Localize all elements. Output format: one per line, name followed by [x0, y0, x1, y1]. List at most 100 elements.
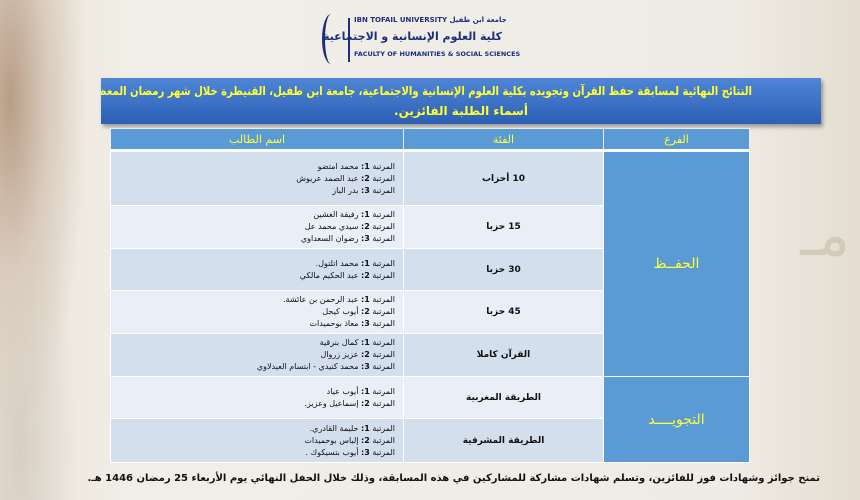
rank-label: المرتبة	[372, 423, 395, 433]
rank-number: 2:	[361, 307, 370, 316]
rank-number: 1:	[361, 338, 370, 347]
footer-note: تمنح جوائز وشهادات فوز للفائزين، وتسلم ش…	[60, 472, 820, 486]
winner-entry: المرتبة 1: رفيقة الغشين	[119, 209, 395, 221]
branch-cell: الحفــظ	[603, 150, 750, 377]
winner-entry: المرتبة 3: أيوب بتسيكوك .	[119, 447, 395, 459]
winner-entry: المرتبة 2: إلياس بوحميدات	[119, 435, 395, 447]
rank-number: 3:	[361, 447, 370, 457]
header-category: الفئة	[403, 128, 604, 152]
winner-name: عبد الصمد عريوش	[296, 173, 359, 183]
winner-name: أيوب عياد	[326, 386, 359, 396]
rank-label: المرتبة	[372, 447, 395, 457]
rank-label: المرتبة	[372, 319, 395, 328]
names-cell: المرتبة 1: رفيقة الغشين المرتبة 2: سيدي م…	[110, 205, 404, 249]
university-logo: IBN TOFAIL UNIVERSITY جامعة ابن طفيل كلي…	[322, 12, 522, 68]
winner-name: رضوان السعداوي	[300, 234, 359, 243]
rank-label: المرتبة	[372, 185, 395, 195]
winner-entry: المرتبة 3: رضوان السعداوي	[119, 233, 395, 245]
rank-number: 2:	[361, 270, 370, 280]
winner-name: سيدي محمد عل	[304, 222, 359, 231]
logo-emblem	[322, 14, 340, 64]
winner-entry: المرتبة 2: إسماعيل وعزيز.	[119, 398, 395, 410]
rank-label: المرتبة	[372, 398, 395, 408]
category-cell: 10 أحزاب	[403, 150, 604, 206]
rank-label: المرتبة	[372, 350, 395, 359]
names-cell: المرتبة 1: كمال بنرقية المرتبة 2: عزيز زر…	[110, 333, 404, 377]
rank-number: 1:	[361, 295, 370, 304]
title-line1: النتائج النهائية لمسابقة حفظ القرآن وتجو…	[101, 84, 752, 98]
winner-name: أيوب بتسيكوك .	[305, 447, 359, 457]
winner-name: معاذ بوحميدات	[309, 319, 359, 328]
winner-name: كمال بنرقية	[319, 338, 359, 347]
winner-name: عزيز زروال	[320, 350, 359, 359]
winner-name: عبد الرحمن بن عائشة.	[283, 295, 359, 304]
names-cell: المرتبة 1: محمد امتضو المرتبة 2: عبد الصم…	[110, 150, 404, 206]
winner-entry: المرتبة 1: أيوب عياد	[119, 386, 395, 398]
rank-label: المرتبة	[372, 270, 395, 280]
rank-label: المرتبة	[372, 258, 395, 268]
rank-label: المرتبة	[372, 234, 395, 243]
logo-divider	[348, 18, 350, 62]
header-names: اسم الطالب	[110, 128, 404, 152]
names-cell: المرتبة 1: عبد الرحمن بن عائشة. المرتبة 2…	[110, 290, 404, 334]
winner-name: رفيقة الغشين	[313, 210, 359, 219]
winner-entry: المرتبة 2: سيدي محمد عل	[119, 221, 395, 233]
table-row: الحفــظ 10 أحزاب المرتبة 1: محمد امتضو المر…	[110, 150, 750, 377]
rank-label: المرتبة	[372, 307, 395, 316]
rank-number: 1:	[361, 386, 370, 396]
winner-entry: المرتبة 1: محمد امتضو	[119, 161, 395, 173]
logo-line3: FACULTY OF HUMANITIES & SOCIAL SCIENCES	[354, 50, 521, 58]
rank-label: المرتبة	[372, 295, 395, 304]
rank-number: 1:	[361, 258, 370, 268]
logo-line1: IBN TOFAIL UNIVERSITY جامعة ابن طفيل	[354, 16, 507, 24]
background-decoration	[0, 0, 100, 500]
title-banner: النتائج النهائية لمسابقة حفظ القرآن وتجو…	[101, 78, 821, 124]
rank-label: المرتبة	[372, 161, 395, 171]
rank-label: المرتبة	[372, 386, 395, 396]
rank-number: 2:	[361, 350, 370, 359]
winner-name: محمد اتلتول.	[315, 258, 359, 268]
rank-label: المرتبة	[372, 435, 395, 445]
table-row: الطريقة المشرقية المرتبة 1: حليمة القادري…	[110, 418, 750, 463]
rank-number: 3:	[361, 234, 370, 243]
winner-entry: المرتبة 3: معاذ بوحميدات	[119, 318, 396, 330]
category-cell: الطريقة المشرقية	[403, 418, 604, 463]
rank-number: 3:	[361, 362, 370, 371]
rank-number: 1:	[361, 423, 370, 433]
winner-entry: المرتبة 3: بدر الباز	[119, 185, 395, 197]
category-cell: 30 حزبا	[403, 248, 604, 291]
rank-number: 2:	[361, 222, 370, 231]
winner-entry: المرتبة 1: حليمة القادري.	[119, 423, 395, 435]
winner-entry: المرتبة 3: محمد كنيدي - ابتسام العيدلاوي	[119, 361, 395, 373]
category-cell: الطريقة المغربية	[403, 376, 604, 419]
branch-cell: التجويــــد	[603, 376, 750, 463]
winner-name: أيوب كيحل	[322, 307, 359, 316]
winner-entry: المرتبة 2: عبد الصمد عريوش	[119, 173, 395, 185]
winner-name: إسماعيل وعزيز.	[304, 398, 359, 408]
winner-name: محمد امتضو	[317, 161, 359, 171]
rank-number: 2:	[361, 398, 370, 408]
names-cell: المرتبة 1: أيوب عياد المرتبة 2: إسماعيل و…	[110, 376, 404, 419]
table-row: 30 حزبا المرتبة 1: محمد اتلتول. المرتبة 2:…	[110, 248, 750, 291]
table-row: القرآن كاملا المرتبة 1: كمال بنرقية المرتب…	[110, 333, 750, 377]
rank-number: 1:	[361, 210, 370, 219]
rank-number: 2:	[361, 435, 370, 445]
results-table: الفرع الفئة اسم الطالب الحفــظ 10 أحزاب ال…	[110, 128, 750, 463]
rank-label: المرتبة	[372, 173, 395, 183]
table-row: التجويــــد الطريقة المغربية المرتبة 1: أي…	[110, 376, 750, 463]
rank-number: 1:	[361, 161, 370, 171]
rank-number: 3:	[361, 185, 370, 195]
rank-label: المرتبة	[372, 222, 395, 231]
winner-name: عبد الحكيم مالكي	[299, 270, 359, 280]
rank-label: المرتبة	[372, 362, 395, 371]
category-cell: 45 حزبا	[403, 290, 604, 334]
winner-entry: المرتبة 2: أيوب كيحل	[119, 306, 395, 318]
winner-entry: المرتبة 1: كمال بنرقية	[119, 337, 395, 349]
winner-name: حليمة القادري.	[309, 423, 359, 433]
winner-entry: المرتبة 1: محمد اتلتول.	[119, 258, 395, 270]
names-cell: المرتبة 1: محمد اتلتول. المرتبة 2: عبد ال…	[110, 248, 404, 291]
rank-number: 2:	[361, 173, 370, 183]
category-cell: القرآن كاملا	[403, 333, 604, 377]
winner-entry: المرتبة 2: عزيز زروال	[119, 349, 395, 361]
winner-entry: المرتبة 1: عبد الرحمن بن عائشة.	[119, 294, 395, 306]
